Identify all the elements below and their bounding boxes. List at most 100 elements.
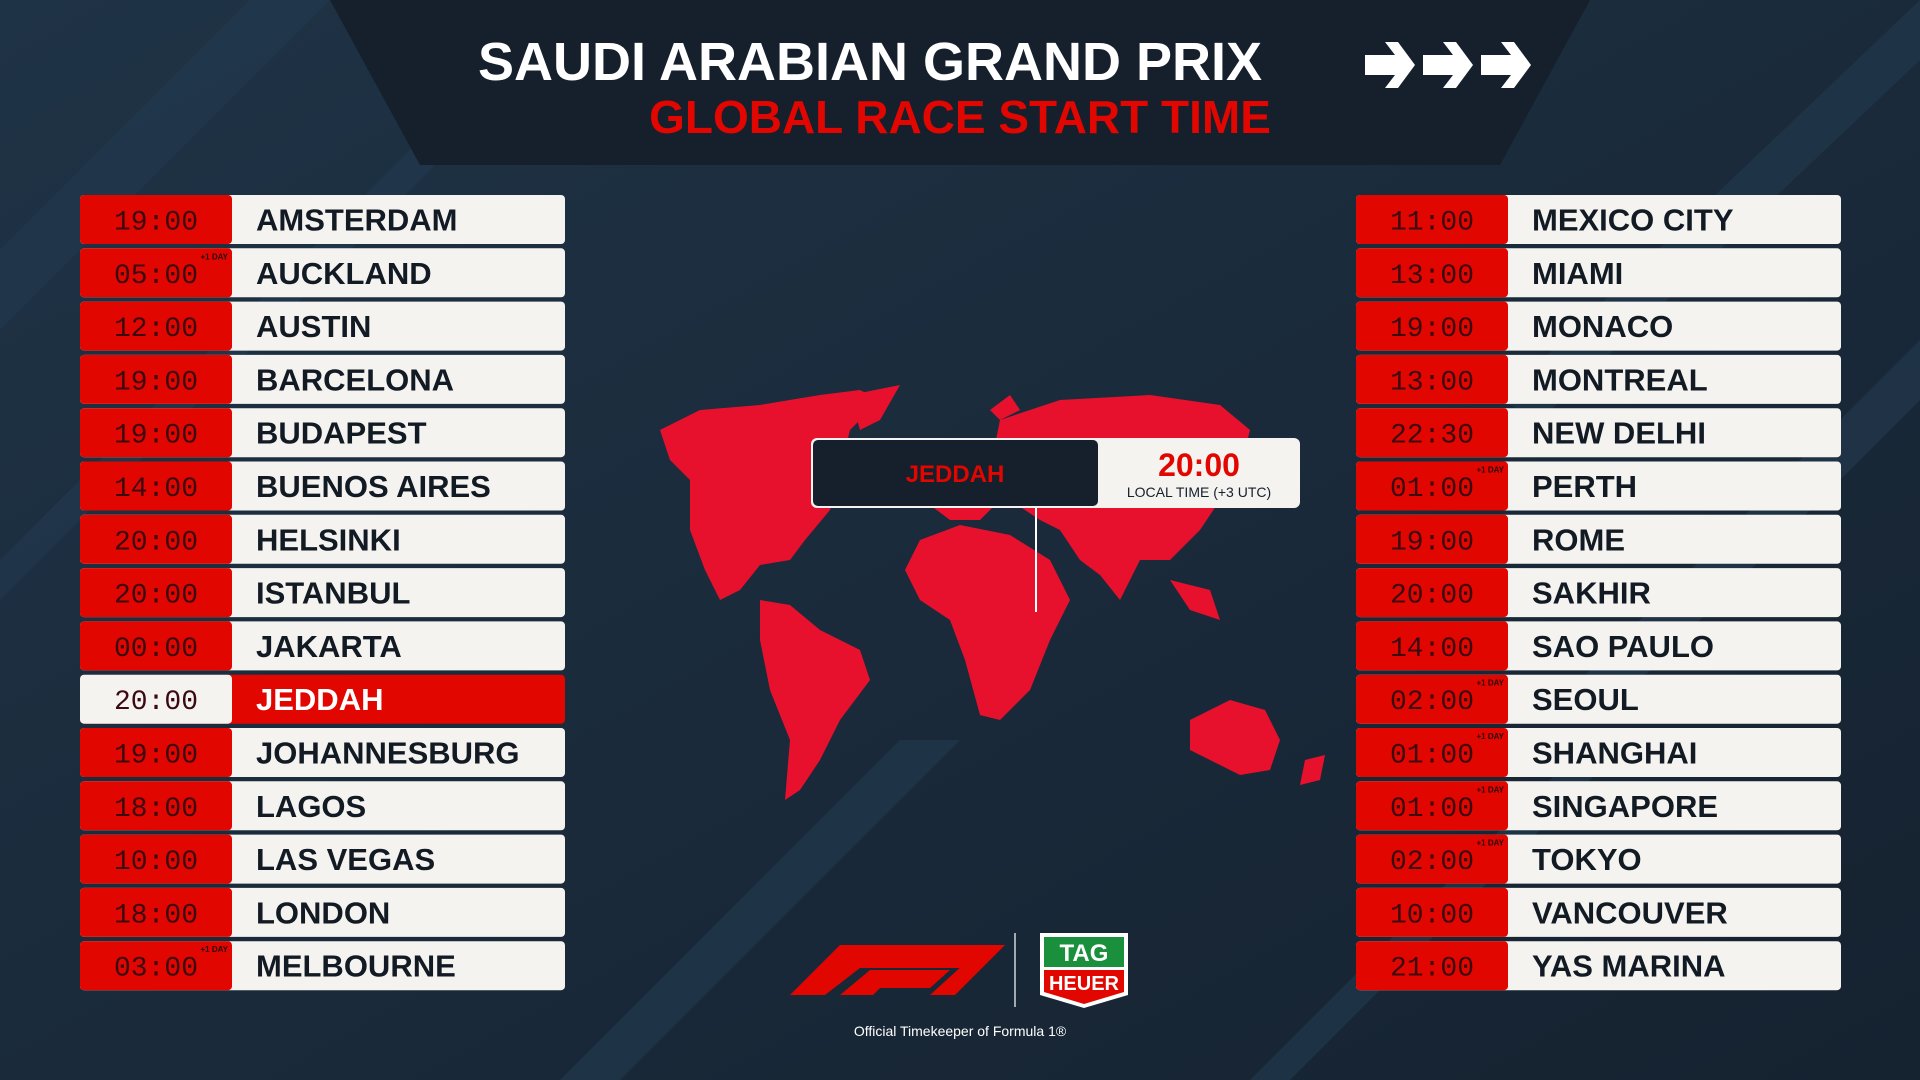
callout-time: 20:00 xyxy=(1158,447,1240,483)
time-cell xyxy=(80,301,232,351)
city: SAKHIR xyxy=(1532,576,1651,611)
city: YAS MARINA xyxy=(1532,949,1726,984)
footer-caption: Official Timekeeper of Formula 1® xyxy=(854,1023,1067,1039)
time: 05:00 xyxy=(114,261,198,292)
callout-dark xyxy=(813,440,1098,506)
badge: +1 DAY xyxy=(1477,732,1505,741)
time: 19:00 xyxy=(114,421,198,452)
time: 19:00 xyxy=(1390,314,1474,345)
time-cell xyxy=(1356,941,1508,991)
time-cell xyxy=(80,354,232,404)
header-band xyxy=(330,0,1590,165)
time-cell xyxy=(1356,248,1508,298)
city: JOHANNESBURG xyxy=(256,736,520,771)
time: 19:00 xyxy=(114,208,198,239)
time: 02:00 xyxy=(1390,687,1474,718)
city: PERTH xyxy=(1532,469,1637,504)
city: SINGAPORE xyxy=(1532,789,1718,824)
time-cell xyxy=(80,461,232,511)
time-cell xyxy=(1356,887,1508,937)
time-cell xyxy=(80,781,232,831)
city: AMSTERDAM xyxy=(256,203,458,238)
time: 00:00 xyxy=(114,634,198,665)
time: 13:00 xyxy=(1390,367,1474,398)
time: 19:00 xyxy=(114,367,198,398)
time-cell xyxy=(1356,354,1508,404)
time-cell xyxy=(1356,568,1508,618)
time: 13:00 xyxy=(1390,261,1474,292)
tag-text: TAG xyxy=(1060,940,1109,967)
city: BUDAPEST xyxy=(256,416,427,451)
time-cell xyxy=(1356,461,1508,511)
subtitle: GLOBAL RACE START TIME xyxy=(649,91,1271,143)
time-cell xyxy=(80,195,232,244)
tables: 19:00 AMSTERDAM 05:00 AUCKLAND +1 DAY 12:00 AU… xyxy=(80,195,1841,991)
city: JAKARTA xyxy=(256,629,402,664)
f1-logo xyxy=(790,945,1005,995)
time: 14:00 xyxy=(114,474,198,505)
city: LAGOS xyxy=(256,789,366,824)
city: AUCKLAND xyxy=(256,256,432,291)
time-cell xyxy=(1356,195,1508,244)
city: AUSTIN xyxy=(256,309,371,344)
time-cell xyxy=(1356,674,1508,724)
time: 19:00 xyxy=(114,741,198,772)
time: 10:00 xyxy=(1390,900,1474,931)
city: SEOUL xyxy=(1532,682,1639,717)
time-cell xyxy=(80,674,232,724)
time: 20:00 xyxy=(114,581,198,612)
city: ISTANBUL xyxy=(256,576,410,611)
city: BUENOS AIRES xyxy=(256,469,491,504)
time-cell xyxy=(80,248,232,298)
time: 01:00 xyxy=(1390,794,1474,825)
time-cell xyxy=(1356,408,1508,458)
city: ROME xyxy=(1532,522,1625,557)
time-cell xyxy=(80,887,232,937)
badge: +1 DAY xyxy=(201,945,229,954)
time: 11:00 xyxy=(1390,208,1474,239)
city: MELBOURNE xyxy=(256,949,456,984)
time-cell xyxy=(1356,834,1508,884)
time-cell xyxy=(80,728,232,777)
time-cell xyxy=(1356,781,1508,831)
city: SHANGHAI xyxy=(1532,736,1697,771)
badge: +1 DAY xyxy=(201,252,229,261)
time-cell xyxy=(1356,514,1508,564)
city: TOKYO xyxy=(1532,842,1642,877)
city: LAS VEGAS xyxy=(256,842,435,877)
city: MIAMI xyxy=(1532,256,1623,291)
badge: +1 DAY xyxy=(1477,785,1505,794)
time-cell xyxy=(1356,301,1508,351)
city: SAO PAULO xyxy=(1532,629,1714,664)
time: 20:00 xyxy=(1390,581,1474,612)
city: NEW DELHI xyxy=(1532,416,1706,451)
heuer-text: HEUER xyxy=(1049,973,1120,995)
time-cell xyxy=(80,568,232,618)
badge: +1 DAY xyxy=(1477,839,1505,848)
time-cell xyxy=(1356,621,1508,671)
time-cell xyxy=(80,834,232,884)
time: 18:00 xyxy=(114,794,198,825)
title: SAUDI ARABIAN GRAND PRIX xyxy=(478,32,1262,92)
city: MONACO xyxy=(1532,309,1673,344)
time: 12:00 xyxy=(114,314,198,345)
city: BARCELONA xyxy=(256,362,454,397)
time-cell xyxy=(80,621,232,671)
arrows xyxy=(1365,42,1531,88)
time-cell xyxy=(80,408,232,458)
city: VANCOUVER xyxy=(1532,895,1728,930)
time-cell xyxy=(1356,728,1508,777)
time: 01:00 xyxy=(1390,741,1474,772)
time: 10:00 xyxy=(114,847,198,878)
city: MONTREAL xyxy=(1532,362,1708,397)
tag-green xyxy=(1044,937,1124,967)
callout-city: JEDDAH xyxy=(906,461,1005,488)
time: 14:00 xyxy=(1390,634,1474,665)
time: 20:00 xyxy=(114,687,198,718)
city: LONDON xyxy=(256,895,390,930)
time-cell xyxy=(80,941,232,991)
time: 19:00 xyxy=(1390,527,1474,558)
city: MEXICO CITY xyxy=(1532,203,1734,238)
time: 18:00 xyxy=(114,900,198,931)
time: 20:00 xyxy=(114,527,198,558)
